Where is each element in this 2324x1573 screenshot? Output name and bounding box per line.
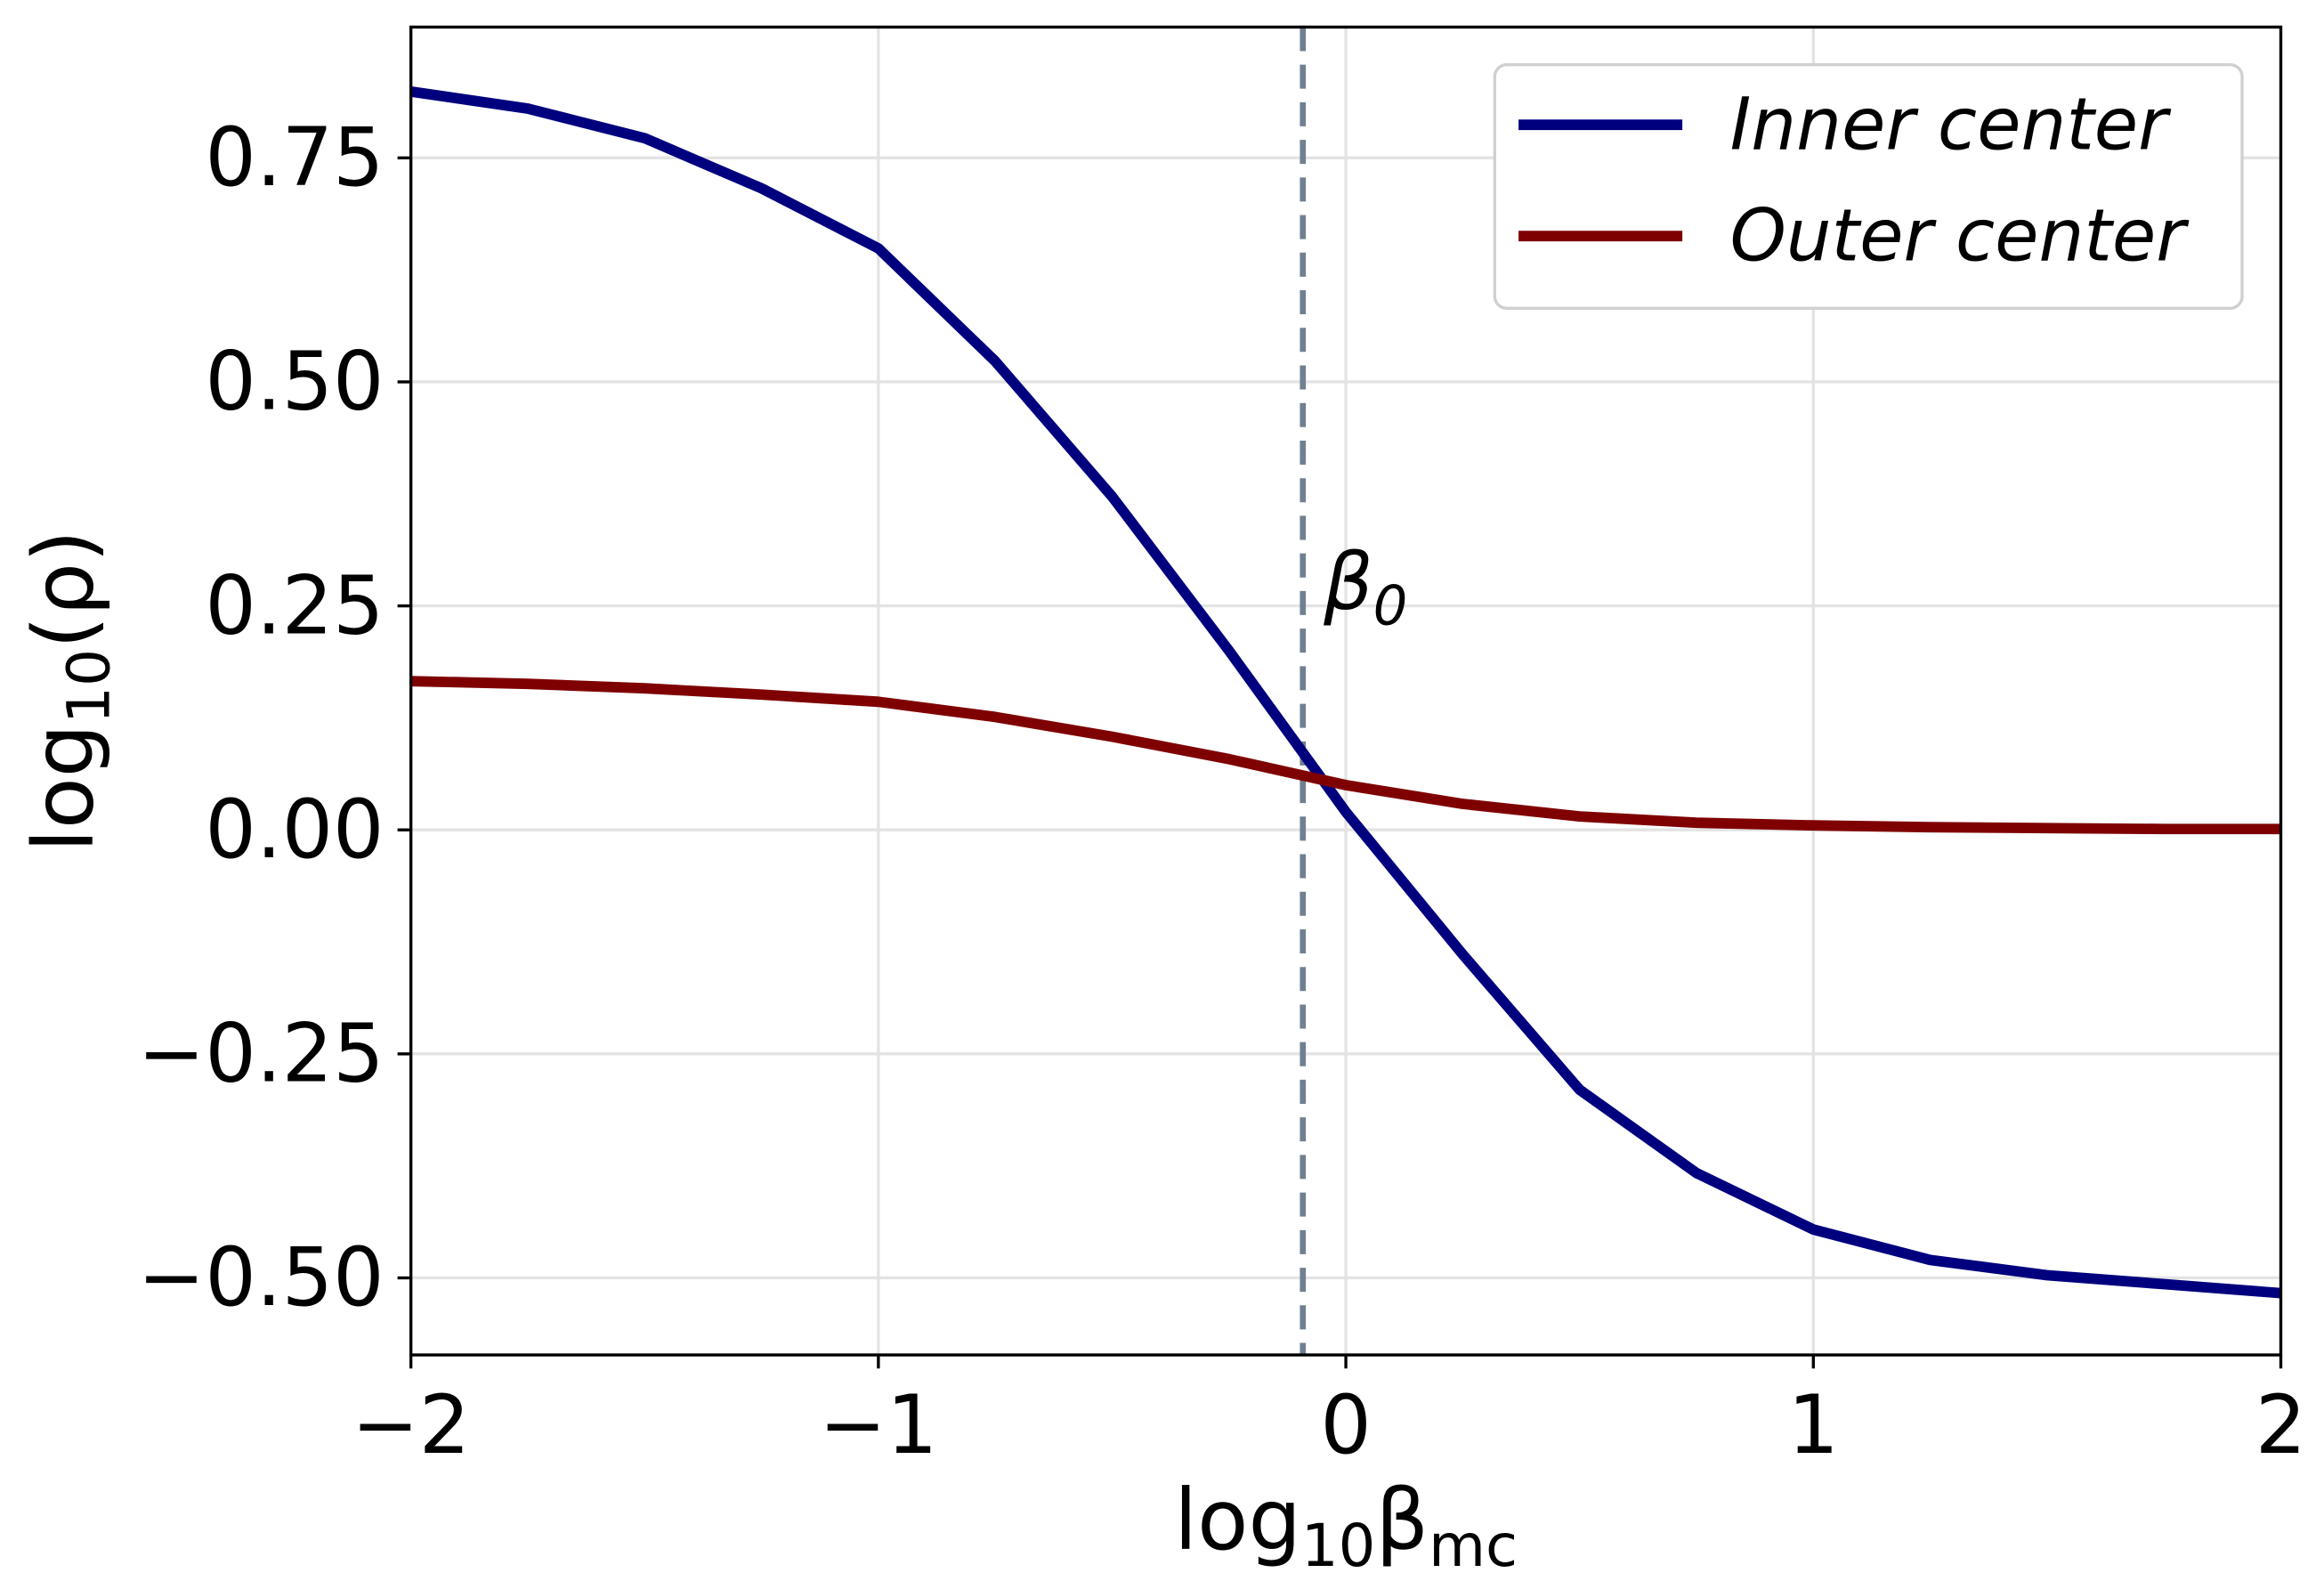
- reference-label-part: β: [1323, 537, 1373, 628]
- y-tick-label: −0.50: [138, 1231, 385, 1326]
- legend-label: Inner center: [1730, 83, 2172, 166]
- x-tick-label: 2: [2255, 1378, 2306, 1472]
- x-axis-label-sub: mc: [1429, 1512, 1518, 1573]
- y-tick-label: 0.00: [205, 782, 384, 877]
- x-axis-label: log10βmc: [1174, 1472, 1518, 1573]
- y-tick-label: 0.75: [205, 111, 384, 206]
- x-tick-label: −1: [819, 1378, 937, 1472]
- x-tick-label: −2: [352, 1378, 470, 1472]
- line: [410, 676, 2281, 835]
- reference-label: β0: [1323, 537, 1407, 638]
- line: [409, 86, 2281, 1299]
- legend-label: Outer center: [1730, 194, 2190, 278]
- plot-frame: [409, 25, 2283, 1357]
- x-axis-label-part: β: [1375, 1472, 1429, 1570]
- x-tick-label: 1: [1788, 1378, 1839, 1472]
- y-axis-label-part: (ρ): [16, 530, 112, 649]
- y-axis-label-sub: 10: [55, 649, 124, 724]
- y-axis-label-part: log: [16, 724, 112, 852]
- y-tick-label: 0.25: [205, 559, 384, 653]
- x-axis-label-sub: 10: [1301, 1512, 1375, 1573]
- x-tick-label: 0: [1320, 1378, 1371, 1472]
- reference-label-sub: 0: [1373, 574, 1408, 637]
- x-axis-label-part: log: [1174, 1472, 1301, 1570]
- y-tick-label: 0.50: [205, 335, 384, 429]
- y-tick-label: −0.25: [138, 1007, 385, 1101]
- y-axis-label: log10(ρ): [16, 530, 123, 852]
